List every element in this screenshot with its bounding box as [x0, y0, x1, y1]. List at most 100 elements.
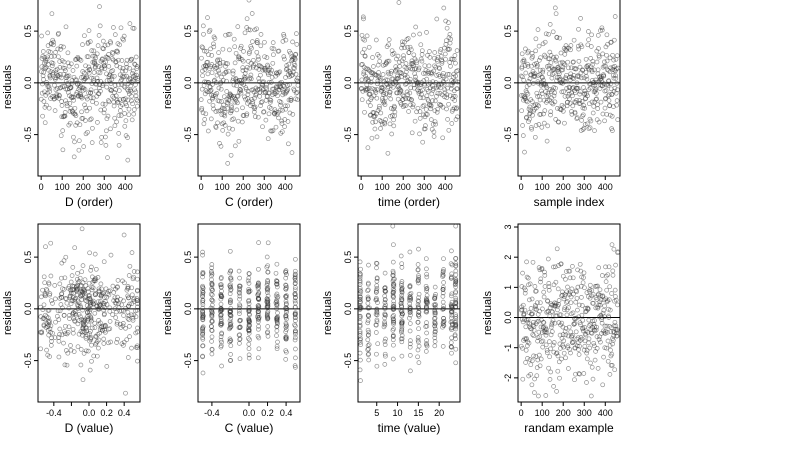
- data-point: [536, 58, 542, 63]
- data-point: [80, 290, 86, 296]
- data-point: [235, 118, 241, 124]
- x-tick-label: 400: [598, 182, 613, 192]
- data-point: [366, 44, 372, 50]
- data-point: [265, 314, 270, 320]
- data-point: [43, 244, 48, 250]
- data-point: [560, 108, 566, 114]
- data-point: [422, 63, 428, 69]
- data-point: [92, 310, 98, 316]
- data-point: [408, 296, 414, 302]
- data-point: [378, 126, 383, 131]
- data-point: [262, 39, 267, 45]
- data-point: [449, 274, 454, 280]
- data-point: [530, 311, 535, 317]
- data-point: [553, 85, 558, 91]
- data-point: [246, 301, 252, 306]
- data-point: [283, 314, 289, 320]
- data-point: [93, 266, 99, 272]
- data-point: [402, 39, 407, 45]
- data-point: [228, 343, 234, 349]
- data-point: [546, 284, 552, 289]
- data-point: [91, 353, 97, 359]
- data-point: [526, 82, 532, 87]
- data-point: [377, 75, 383, 81]
- data-point: [116, 113, 122, 118]
- data-point: [118, 108, 123, 114]
- data-point: [577, 98, 582, 103]
- data-point: [113, 59, 119, 64]
- data-point: [407, 44, 413, 50]
- data-point: [369, 75, 374, 81]
- data-point: [588, 64, 594, 70]
- data-point: [85, 129, 90, 135]
- data-point: [112, 115, 118, 121]
- data-point: [81, 351, 87, 356]
- data-point: [559, 289, 565, 295]
- data-point: [280, 39, 286, 44]
- data-point: [523, 360, 528, 365]
- data-point: [254, 283, 260, 289]
- data-point: [124, 103, 130, 108]
- data-point: [231, 76, 236, 82]
- data-point: [373, 37, 379, 43]
- data-point: [103, 134, 108, 140]
- data-point: [101, 341, 107, 346]
- data-point: [79, 226, 85, 232]
- data-point: [549, 100, 555, 106]
- data-point: [132, 61, 137, 67]
- data-point: [391, 123, 397, 129]
- data-point: [226, 98, 232, 104]
- data-point: [527, 297, 532, 303]
- data-point: [256, 79, 262, 85]
- data-point: [261, 109, 266, 115]
- data-point: [395, 53, 401, 59]
- data-point: [276, 115, 281, 121]
- data-point: [91, 48, 97, 54]
- data-point: [392, 104, 397, 110]
- data-point: [420, 139, 426, 145]
- data-point: [238, 317, 243, 323]
- x-tick-label: 300: [577, 408, 592, 418]
- data-point: [357, 315, 363, 321]
- data-point: [572, 321, 578, 326]
- data-point: [606, 98, 612, 103]
- data-point: [541, 289, 547, 295]
- data-point: [391, 117, 396, 123]
- data-point: [75, 280, 81, 286]
- data-point: [436, 65, 442, 71]
- data-point: [58, 44, 64, 49]
- y-tick-label: 0.5: [343, 251, 353, 264]
- data-point: [199, 107, 204, 113]
- x-axis-title: sample index: [534, 195, 605, 209]
- data-point: [563, 326, 569, 331]
- data-point: [276, 70, 282, 76]
- data-point: [551, 54, 556, 60]
- data-point: [595, 102, 600, 108]
- data-point: [367, 305, 372, 311]
- data-point: [599, 317, 605, 322]
- data-point: [428, 117, 434, 122]
- data-point: [367, 91, 373, 97]
- data-point: [87, 39, 93, 44]
- data-point: [415, 337, 421, 343]
- data-point: [52, 296, 58, 302]
- data-point: [561, 350, 567, 356]
- data-point: [199, 86, 205, 92]
- data-point: [227, 47, 232, 53]
- data-point: [561, 89, 566, 94]
- data-point: [586, 317, 592, 323]
- data-point: [399, 45, 404, 51]
- data-point: [554, 78, 559, 83]
- data-point: [235, 100, 240, 106]
- data-point: [129, 98, 134, 104]
- data-point: [365, 288, 370, 294]
- y-tick-label: 0.0: [23, 303, 33, 316]
- data-point: [432, 307, 438, 313]
- data-point: [274, 346, 280, 352]
- data-point: [68, 347, 74, 353]
- data-point: [249, 45, 254, 51]
- data-point: [269, 45, 275, 51]
- data-point: [265, 280, 270, 286]
- y-tick-label: -0.5: [183, 127, 193, 143]
- data-point: [572, 90, 578, 96]
